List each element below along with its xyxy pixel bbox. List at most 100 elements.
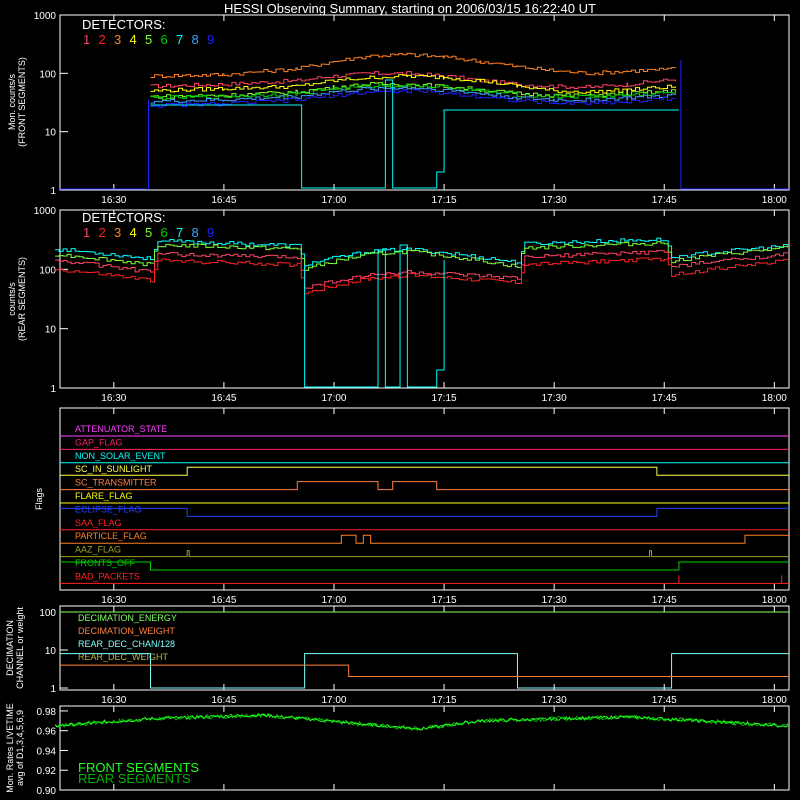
front-series-1 [150,71,677,89]
x-tick-label: 18:00 [762,695,787,706]
flag-label-aaz-flag: AAZ_FLAG [75,545,121,555]
decimation-legend: DECIMATION_ENERGY [78,613,177,623]
flag-label-flare-flag: FLARE_FLAG [75,491,133,501]
rear-dropouts [304,244,445,388]
detector-number-9: 9 [207,225,214,240]
detector-number-7: 7 [176,32,183,47]
svg-text:Mon. Rates LIVETIME: Mon. Rates LIVETIME [5,703,15,793]
livetime-front [54,712,789,731]
livetime-rear [54,712,789,732]
rear-series-7 [55,237,789,267]
x-tick-label: 16:45 [211,195,236,206]
flag-label-eclipse-flag: ECLIPSE_FLAG [75,504,142,514]
x-tick-label: 16:45 [211,393,236,404]
x-tick-label: 16:45 [211,695,236,706]
panel-decimation-frame [59,605,790,691]
rear-series-1 [55,250,789,289]
svg-text:(REAR SEGMENTS): (REAR SEGMENTS) [17,257,27,341]
y-tick-label: 10 [45,128,57,139]
x-tick-label: 17:15 [432,695,457,706]
rear-series-5 [55,241,789,271]
y-tick-label: 0.90 [37,786,57,797]
detector-number-3: 3 [114,225,121,240]
x-tick-label: 17:00 [321,695,346,706]
svg-text:CHANNEL or weight: CHANNEL or weight [15,607,25,689]
flag-label-bad-packets: BAD_PACKETS [75,571,140,581]
front-detectors-label: DETECTORS: [82,17,166,32]
detector-number-3: 3 [114,32,121,47]
flag-label-particle-flag: PARTICLE_FLAG [75,531,147,541]
x-tick-label: 17:15 [432,595,457,606]
y-tick-label: 10 [45,325,57,336]
front-series-6 [150,83,677,100]
y-tick-label: 100 [39,608,56,619]
detector-number-6: 6 [161,225,168,240]
x-tick-label: 16:45 [211,595,236,606]
x-tick-label: 18:00 [762,595,787,606]
y-tick-label: 1000 [34,206,57,217]
x-tick-label: 16:30 [101,695,126,706]
chart-title: HESSI Observing Summary, starting on 200… [224,1,596,16]
detector-number-5: 5 [145,32,152,47]
flag-label-saa-flag: SAA_FLAG [75,518,122,528]
decimation-ylabel: DECIMATION CHANNEL or weight [5,607,25,689]
x-tick-label: 17:30 [542,393,567,404]
y-tick-label: 10 [45,646,57,657]
x-tick-label: 17:00 [321,393,346,404]
svg-text:(FRONT SEGMENTS): (FRONT SEGMENTS) [17,57,27,147]
detector-number-4: 4 [130,32,137,47]
flag-trace [60,550,789,558]
svg-text:Mon. counts/s: Mon. counts/s [7,73,17,130]
flag-trace [60,507,789,517]
svg-text:counts/s: counts/s [7,282,17,316]
flag-label-sc-transmitter: SC_TRANSMITTER [75,478,157,488]
flag-label-gap-flag: GAP_FLAG [75,437,123,447]
chart-marks: 16:30 16:30 16:30 16:30 16:45 16:45 16:45 16:45… [34,11,789,797]
flag-trace [60,466,789,476]
x-tick-label: 17:45 [652,595,677,606]
detector-number-8: 8 [192,225,199,240]
flag-trace [60,534,789,544]
decimation-legend: REAR_DEC_WEIGHT [78,652,169,662]
x-tick-label: 17:45 [652,393,677,404]
decimation-legend: DECIMATION_WEIGHT [78,626,175,636]
y-tick-label: 1 [50,684,56,695]
x-tick-label: 17:15 [432,195,457,206]
detector-number-4: 4 [130,225,137,240]
y-tick-label: 1 [50,186,56,197]
detector-number-9: 9 [207,32,214,47]
flag-label-non-solar-event: NON_SOLAR_EVENT [75,451,166,461]
flag-trace [60,575,789,584]
panel-livetime-frame [59,705,790,791]
y-tick-label: 100 [39,265,56,276]
y-tick-label: 1000 [34,11,57,22]
detector-number-6: 6 [161,32,168,47]
front-series-4 [150,74,677,94]
y-tick-label: 0.92 [37,766,57,777]
y-tick-label: 100 [39,69,56,80]
detector-number-7: 7 [176,225,183,240]
svg-text:avg of D1,3,4,5,6,9: avg of D1,3,4,5,6,9 [15,710,25,786]
x-tick-label: 17:45 [652,195,677,206]
detector-number-1: 1 [83,225,90,240]
rear-detectors-label: DETECTORS: [82,210,166,225]
decimation-weight [60,664,789,678]
y-tick-label: 1 [50,384,56,395]
flag-label-sc-in-sunlight: SC_IN_SUNLIGHT [75,464,153,474]
flags-ylabel: Flags [34,488,44,511]
legend-rear-segments: REAR SEGMENTS [78,771,191,786]
front-series-9 [150,89,677,108]
y-tick-label: 0.94 [37,746,57,757]
x-tick-label: 18:00 [762,393,787,404]
x-tick-label: 17:00 [321,195,346,206]
livetime-ylabel: Mon. Rates LIVETIME avg of D1,3,4,5,6,9 [5,703,25,793]
x-tick-label: 17:00 [321,595,346,606]
detector-number-2: 2 [99,225,106,240]
x-tick-label: 17:30 [542,595,567,606]
x-tick-label: 17:30 [542,695,567,706]
front-series-8 [150,86,677,104]
svg-text:DECIMATION: DECIMATION [5,620,15,676]
rear-series-2 [55,257,789,295]
